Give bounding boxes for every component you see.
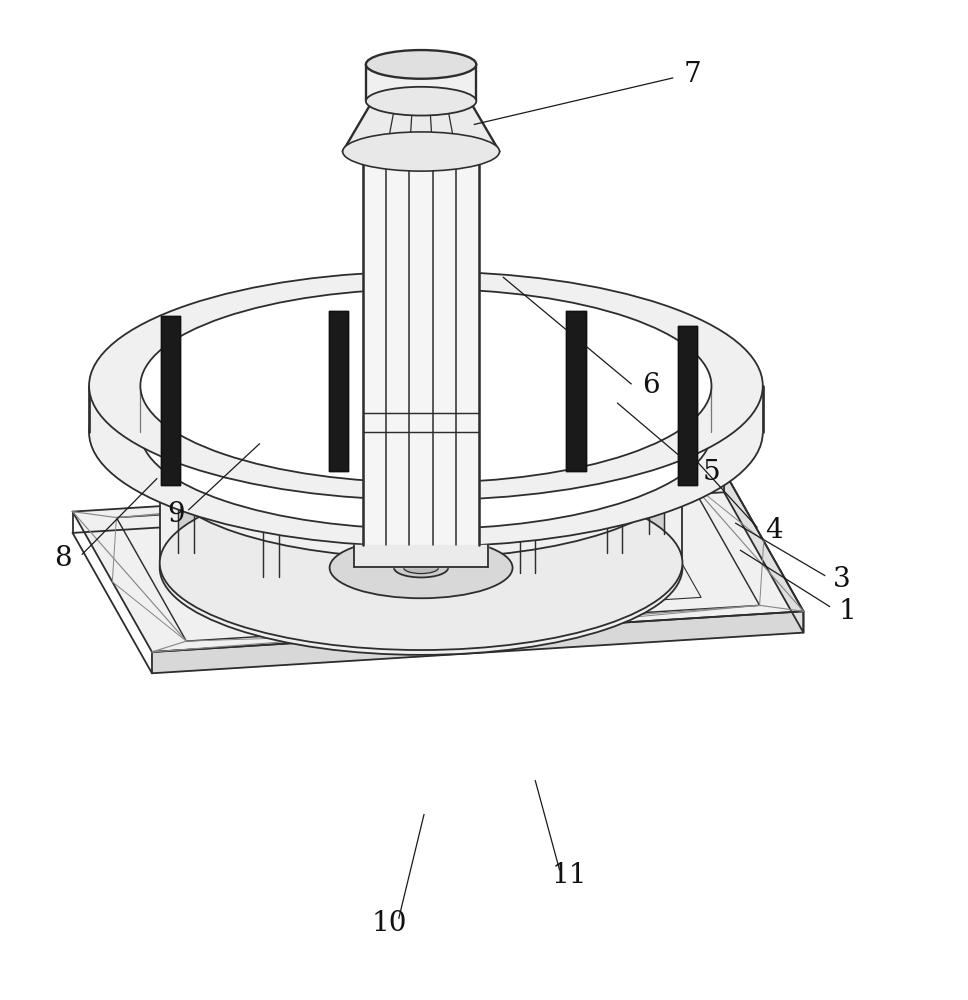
Text: 3: 3 [833, 566, 851, 593]
Polygon shape [140, 386, 711, 432]
Text: 7: 7 [683, 61, 701, 88]
Ellipse shape [89, 318, 763, 546]
Text: 9: 9 [167, 501, 185, 528]
Ellipse shape [198, 493, 644, 642]
Polygon shape [343, 105, 499, 152]
Ellipse shape [366, 50, 476, 79]
Polygon shape [73, 471, 803, 652]
Ellipse shape [329, 537, 513, 598]
Ellipse shape [160, 476, 682, 650]
Polygon shape [566, 311, 586, 471]
Text: 8: 8 [54, 545, 72, 572]
Text: 10: 10 [372, 910, 407, 937]
Ellipse shape [394, 558, 448, 577]
Ellipse shape [160, 481, 682, 655]
Polygon shape [160, 471, 682, 563]
Polygon shape [520, 488, 535, 573]
Ellipse shape [140, 289, 711, 483]
Polygon shape [366, 64, 476, 101]
Ellipse shape [277, 520, 565, 616]
Polygon shape [161, 316, 180, 485]
Polygon shape [724, 471, 803, 633]
Text: 6: 6 [642, 372, 659, 399]
Ellipse shape [404, 562, 439, 574]
Polygon shape [178, 490, 194, 553]
Polygon shape [89, 386, 763, 432]
Polygon shape [329, 311, 348, 471]
Polygon shape [649, 481, 664, 534]
Polygon shape [363, 152, 479, 545]
Ellipse shape [89, 272, 763, 500]
Polygon shape [607, 485, 622, 553]
Polygon shape [354, 545, 488, 567]
Polygon shape [678, 326, 697, 485]
Ellipse shape [140, 335, 711, 529]
Text: 11: 11 [552, 862, 587, 889]
Polygon shape [152, 611, 803, 673]
Text: 1: 1 [838, 598, 856, 625]
Ellipse shape [366, 87, 476, 116]
Ellipse shape [160, 384, 682, 558]
Ellipse shape [343, 132, 499, 171]
Polygon shape [263, 492, 279, 577]
Text: 4: 4 [766, 517, 783, 544]
Text: 5: 5 [703, 459, 720, 486]
